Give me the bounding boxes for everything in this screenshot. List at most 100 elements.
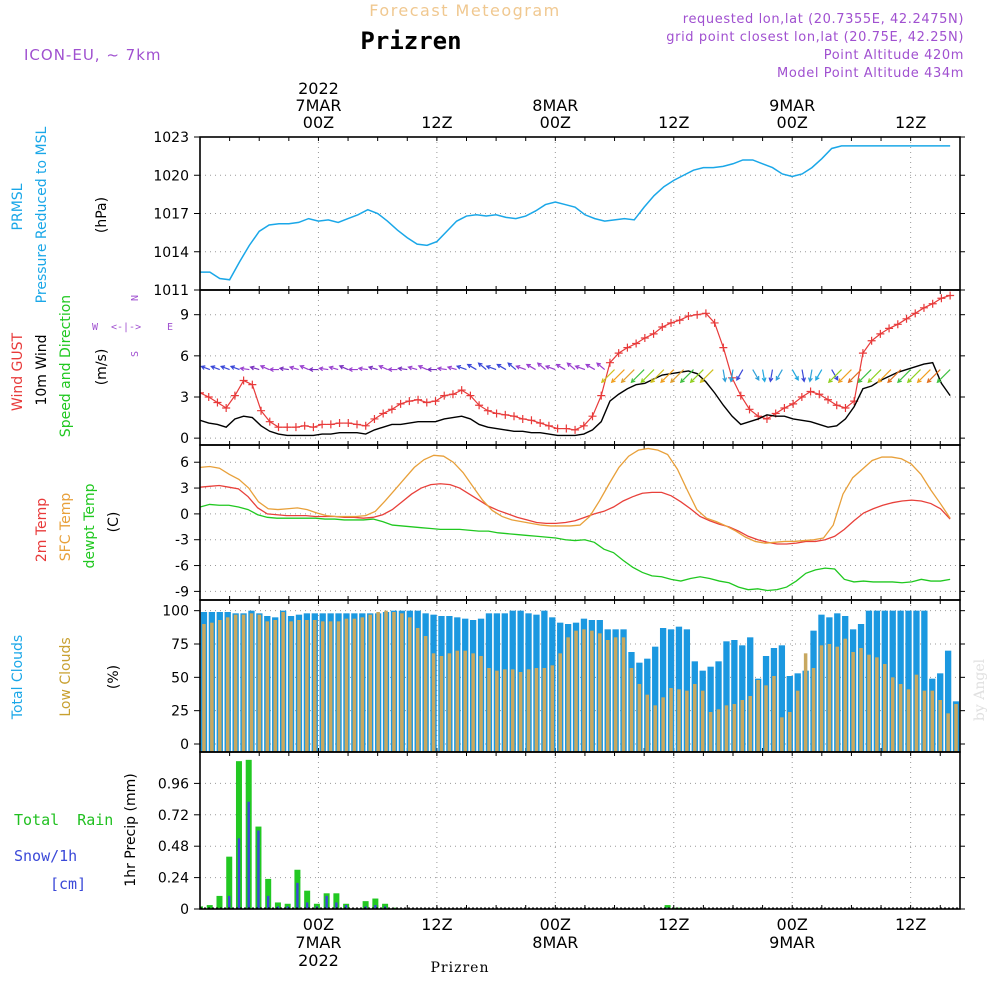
low-cloud-bar [313, 620, 317, 752]
low-cloud-bar [716, 709, 721, 752]
wind-direction-arrow [729, 369, 734, 383]
y-tick-label: 75 [171, 637, 189, 653]
wind-direction-arrow [906, 369, 921, 384]
y-tick-label: 3 [180, 481, 189, 497]
rain-bar [304, 890, 311, 909]
wind-direction-arrow [485, 364, 497, 371]
wind-direction-arrow [926, 369, 941, 384]
low-cloud-bar [336, 621, 341, 752]
total-cloud-bar [659, 628, 667, 752]
snow-bar [237, 838, 241, 909]
low-cloud-bar [669, 688, 673, 752]
gust-marker [885, 324, 894, 333]
compass-w: W [92, 322, 99, 333]
gust-marker [257, 406, 266, 415]
y-tick-label: 9 [180, 308, 189, 324]
gust-marker [858, 349, 867, 358]
y-tick-label: 0.72 [158, 808, 189, 824]
snow-unit-label: [cm] [50, 875, 86, 893]
wind-direction-arrow [200, 365, 211, 371]
panel-frame [199, 751, 961, 910]
compass-n: N [130, 295, 141, 301]
gust-marker [605, 358, 614, 367]
gust-marker [571, 425, 580, 434]
snow-bar [305, 902, 309, 909]
y-tick-label: 1011 [153, 283, 189, 299]
gust-marker [222, 403, 231, 412]
y-tick-label: 0 [180, 431, 189, 447]
low-cloud-bar [439, 656, 444, 752]
gust-marker [684, 312, 693, 321]
low-cloud-bar [566, 637, 570, 752]
time-label-bottom: 12Z [895, 915, 926, 934]
panel-clouds: 0 25 50 75 100 [162, 599, 965, 753]
low-cloud-bar [510, 669, 515, 752]
y-tick-label: 0 [180, 902, 189, 918]
gust-marker [274, 423, 283, 432]
y-tick-label: 0.48 [158, 839, 189, 855]
low-cloud-bar [803, 653, 808, 752]
gust-marker [431, 397, 440, 406]
low-cloud-bar [590, 630, 594, 752]
wind-direction-arrow [407, 365, 418, 371]
gust-marker [370, 414, 379, 423]
wind-direction-arrow [775, 369, 783, 382]
time-label-bottom: 00Z [777, 915, 808, 934]
low-cloud-bar [526, 669, 531, 752]
snow-bar [344, 905, 348, 909]
low-cloud-bar [202, 624, 206, 752]
gust-marker [283, 423, 292, 432]
low-cloud-bar [471, 653, 475, 752]
gust-marker [448, 390, 457, 399]
y-tick-label: 1014 [153, 245, 189, 261]
wind-direction-arrow [477, 362, 487, 371]
wind-direction-arrow [752, 369, 760, 382]
wind-direction-arrow [857, 369, 872, 384]
low-cloud-bar [550, 665, 555, 752]
gust-marker [867, 336, 876, 345]
gust-label: Wind GUST [10, 332, 26, 411]
snow-bar [228, 895, 231, 909]
series-wind [200, 291, 955, 437]
wind-direction-arrow [596, 362, 606, 371]
gust-marker [588, 412, 597, 421]
temp-line-sfc [200, 447, 951, 544]
total-cloud-bar [715, 661, 722, 752]
low-cloud-bar [867, 654, 871, 752]
snow-bar [266, 895, 270, 909]
low-cloud-bar [281, 612, 285, 752]
total-cloud-bar [778, 645, 786, 752]
gust-marker [405, 397, 414, 406]
low-cloud-bar [558, 653, 562, 752]
grid-point-coords: grid point closest lon,lat (20.75E, 42.2… [666, 30, 964, 45]
y-tick-label: 1017 [153, 207, 189, 223]
low-cloud-bar [218, 620, 222, 752]
gust-marker [745, 405, 754, 414]
gust-marker [667, 318, 676, 327]
wind-direction-arrow [650, 369, 665, 384]
wind-direction-arrow [574, 364, 586, 371]
low-cloud-bar [613, 637, 618, 752]
gust-marker [230, 391, 239, 400]
low-cloud-bar [621, 637, 626, 752]
gust-marker [510, 412, 519, 421]
wind-direction-arrow [278, 366, 289, 372]
wind-direction-arrow [801, 369, 807, 383]
snow-bar [257, 830, 260, 909]
precip-unit: 1hr Precip (mm) [123, 773, 139, 886]
wind-direction-arrow [426, 367, 437, 373]
low-cloud-bar [700, 690, 705, 752]
total-cloud-bar [739, 645, 746, 752]
gust-marker [414, 395, 423, 404]
low-cloud-bar [463, 650, 467, 752]
snow-bar [325, 895, 328, 909]
gust-marker [353, 420, 362, 429]
wind-direction-arrow [566, 362, 576, 371]
wind-direction-arrow [837, 369, 852, 384]
low-cloud-bar [582, 629, 586, 752]
gust-marker [640, 334, 649, 343]
compass-arrows: <-|-> [111, 322, 141, 333]
wind-direction-arrow [867, 369, 882, 384]
gust-marker [658, 323, 667, 332]
low-cloud-bar [495, 670, 499, 752]
